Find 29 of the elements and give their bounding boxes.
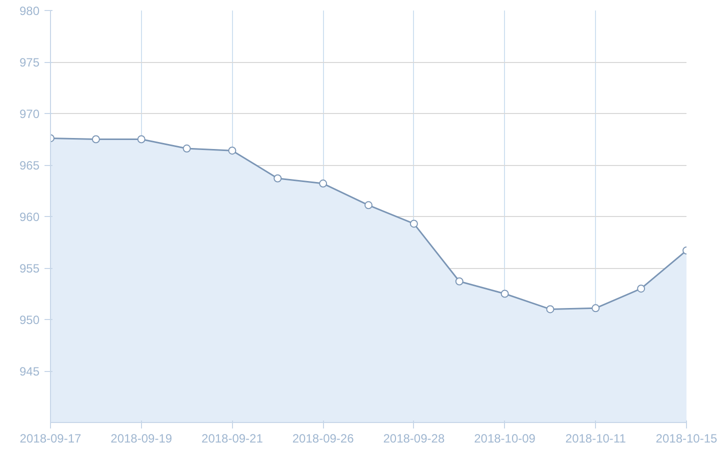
y-tick-label: 965	[19, 158, 40, 172]
point	[182, 144, 191, 153]
x-tick-label: 2018-10-11	[565, 432, 626, 446]
y-tick-label: 960	[19, 210, 40, 224]
point	[274, 174, 282, 182]
x-tick-label: 2018-09-21	[202, 432, 264, 446]
x-tick-label: 2018-09-28	[383, 432, 445, 446]
point	[500, 290, 509, 298]
y-tick-label: 970	[19, 107, 40, 121]
point	[137, 135, 146, 144]
point	[592, 304, 600, 312]
x-tick-label: 2018-10-09	[474, 432, 536, 446]
point	[92, 135, 100, 144]
x-tick-label: 2018-09-19	[110, 432, 172, 446]
y-tick-label: 955	[19, 262, 40, 276]
point	[410, 220, 418, 228]
point	[228, 146, 236, 155]
x-tick-label: 2018-09-26	[292, 432, 354, 446]
point	[455, 277, 464, 286]
y-tick-label: 980	[19, 4, 40, 18]
y-tick-label: 950	[19, 313, 40, 327]
point	[546, 305, 554, 314]
x-tick-label: 2018-10-15	[656, 432, 718, 446]
x-tick-label: 2018-09-17	[20, 432, 82, 446]
point	[364, 201, 372, 210]
y-tick-label: 945	[19, 364, 40, 378]
point	[319, 180, 328, 188]
point	[637, 284, 646, 293]
y-tick-label: 975	[19, 56, 40, 70]
